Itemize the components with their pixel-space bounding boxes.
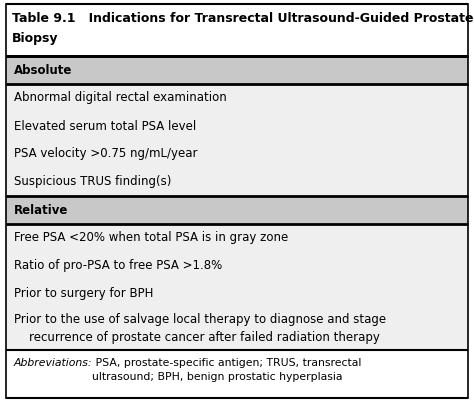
Bar	[6, 56, 468, 84]
Bar	[6, 252, 468, 280]
Bar	[6, 196, 468, 224]
Text: Abbreviations:: Abbreviations:	[14, 358, 92, 368]
Text: Ratio of pro-PSA to free PSA >1.8%: Ratio of pro-PSA to free PSA >1.8%	[14, 260, 222, 272]
Bar	[6, 280, 468, 308]
Text: Abnormal digital rectal examination: Abnormal digital rectal examination	[14, 91, 227, 104]
Bar	[6, 308, 468, 350]
Text: Table 9.1   Indications for Transrectal Ultrasound-Guided Prostate: Table 9.1 Indications for Transrectal Ul…	[12, 12, 474, 25]
Text: Biopsy: Biopsy	[12, 32, 58, 45]
Text: Absolute: Absolute	[14, 64, 73, 77]
Bar	[6, 168, 468, 196]
Text: Elevated serum total PSA level: Elevated serum total PSA level	[14, 120, 196, 133]
Bar	[6, 112, 468, 140]
Bar	[6, 140, 468, 168]
Bar	[6, 4, 468, 56]
Text: Prior to surgery for BPH: Prior to surgery for BPH	[14, 287, 154, 301]
Text: Prior to the use of salvage local therapy to diagnose and stage
    recurrence o: Prior to the use of salvage local therap…	[14, 314, 386, 345]
Text: PSA, prostate-specific antigen; TRUS, transrectal
ultrasound; BPH, benign prosta: PSA, prostate-specific antigen; TRUS, tr…	[92, 358, 361, 382]
Bar	[6, 224, 468, 252]
Text: PSA velocity >0.75 ng/mL/year: PSA velocity >0.75 ng/mL/year	[14, 147, 198, 160]
Text: Suspicious TRUS finding(s): Suspicious TRUS finding(s)	[14, 175, 172, 189]
Text: Relative: Relative	[14, 204, 68, 216]
Bar	[6, 350, 468, 398]
Bar	[6, 84, 468, 112]
Text: Free PSA <20% when total PSA is in gray zone: Free PSA <20% when total PSA is in gray …	[14, 231, 288, 245]
